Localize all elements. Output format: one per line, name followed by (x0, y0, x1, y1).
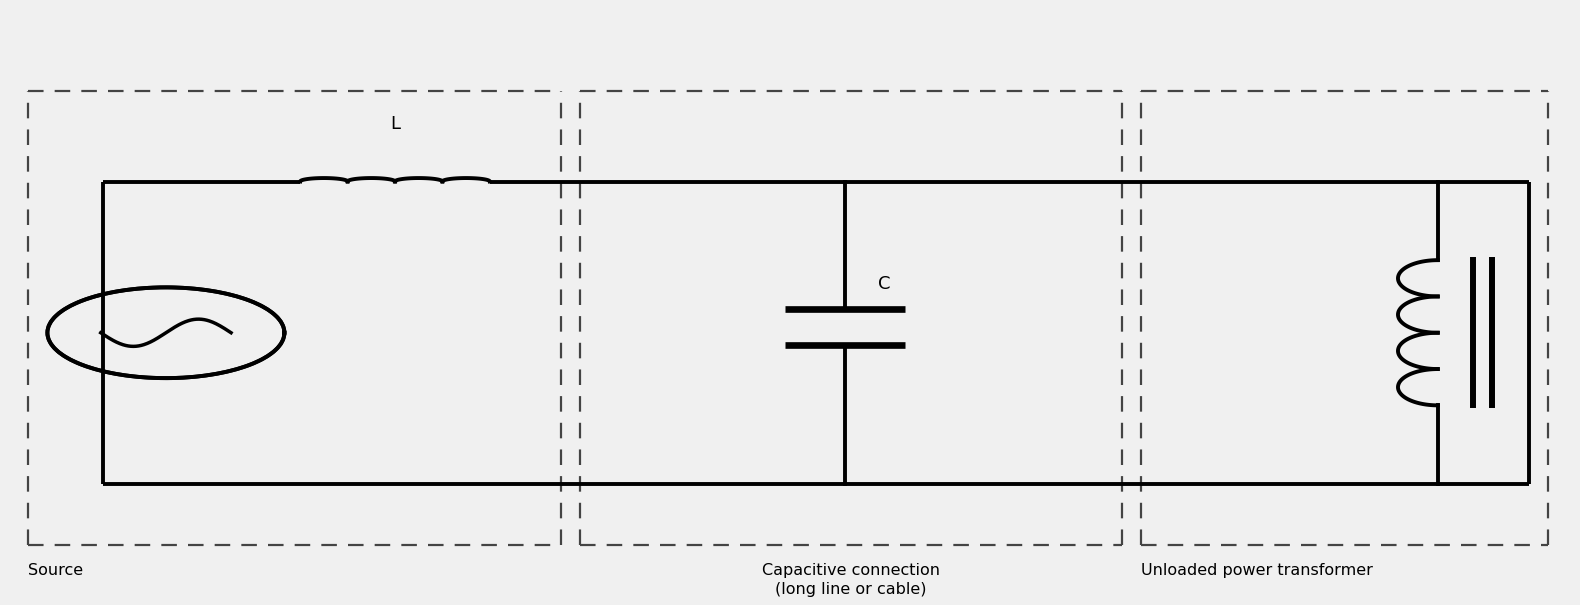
Text: C: C (878, 275, 891, 293)
Text: Capacitive connection
(long line or cable): Capacitive connection (long line or cabl… (762, 563, 940, 598)
Text: Source: Source (28, 563, 84, 578)
Text: L: L (390, 115, 400, 133)
Text: Unloaded power transformer: Unloaded power transformer (1141, 563, 1373, 578)
